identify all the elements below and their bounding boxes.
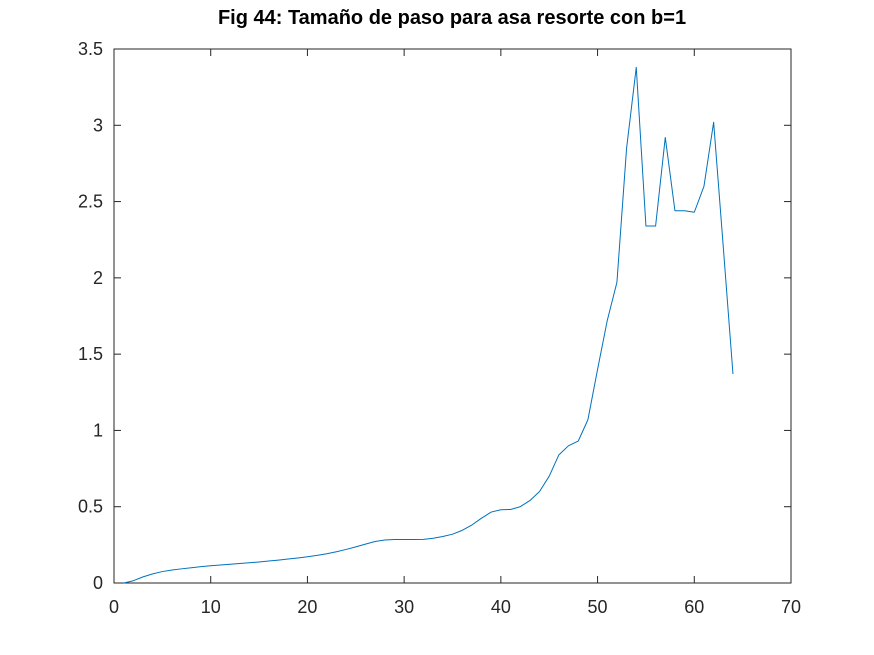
- y-axis-tick-labels: 0 0.5 1 1.5 2 2.5 3 3.5: [78, 39, 103, 593]
- data-point: [636, 67, 637, 68]
- data-point: [568, 445, 569, 446]
- data-point: [510, 509, 511, 510]
- data-point: [655, 225, 656, 226]
- data-point: [375, 541, 376, 542]
- data-point: [152, 573, 153, 574]
- data-point: [133, 580, 134, 581]
- data-point: [597, 369, 598, 370]
- data-point: [297, 557, 298, 558]
- data-point: [365, 543, 366, 544]
- data-point: [239, 563, 240, 564]
- chart-title: Fig 44: Tamaño de paso para asa resorte …: [218, 7, 686, 29]
- data-point: [471, 524, 472, 525]
- x-tick-label: 20: [297, 597, 317, 617]
- data-point: [220, 564, 221, 565]
- data-point: [462, 530, 463, 531]
- series-group: [123, 66, 734, 584]
- data-point: [539, 491, 540, 492]
- y-tick-label: 0.5: [78, 497, 103, 517]
- y-tick-label: 3: [93, 115, 103, 135]
- data-point: [249, 562, 250, 563]
- data-point: [626, 148, 627, 149]
- x-tick-label: 60: [684, 597, 704, 617]
- data-point: [258, 561, 259, 562]
- data-point: [355, 546, 356, 547]
- data-point: [694, 212, 695, 213]
- y-tick-label: 1: [93, 420, 103, 440]
- data-point: [549, 476, 550, 477]
- data-point: [529, 500, 530, 501]
- data-point: [607, 320, 608, 321]
- x-tick-label: 10: [201, 597, 221, 617]
- data-point: [452, 534, 453, 535]
- y-axis-ticks: [114, 48, 791, 584]
- y-tick-label: 1.5: [78, 344, 103, 364]
- x-tick-label: 70: [781, 597, 801, 617]
- data-point: [287, 558, 288, 559]
- data-point: [481, 518, 482, 519]
- data-point: [491, 511, 492, 512]
- plot-area-frame: [113, 48, 792, 584]
- data-point: [307, 556, 308, 557]
- data-point: [384, 539, 385, 540]
- data-point: [587, 419, 588, 420]
- data-point: [162, 571, 163, 572]
- data-point: [713, 122, 714, 123]
- data-point: [171, 569, 172, 570]
- data-point: [191, 567, 192, 568]
- data-point: [500, 509, 501, 510]
- x-axis-tick-labels: 0 10 20 30 40 50 60 70: [109, 597, 801, 617]
- data-point: [442, 536, 443, 537]
- data-point: [520, 506, 521, 507]
- data-point: [326, 553, 327, 554]
- data-point: [732, 373, 733, 374]
- x-tick-label: 50: [588, 597, 608, 617]
- data-point: [674, 210, 675, 211]
- data-point: [423, 539, 424, 540]
- x-tick-label: 30: [394, 597, 414, 617]
- series-line: [123, 66, 734, 584]
- y-tick-label: 0: [93, 573, 103, 593]
- data-point: [317, 555, 318, 556]
- data-point: [665, 137, 666, 138]
- data-point: [229, 564, 230, 565]
- data-point: [616, 282, 617, 283]
- data-point: [703, 186, 704, 187]
- data-point: [558, 454, 559, 455]
- x-tick-label: 40: [491, 597, 511, 617]
- data-point: [645, 225, 646, 226]
- y-tick-label: 2: [93, 268, 103, 288]
- x-axis-ticks: [113, 49, 792, 583]
- data-point: [404, 539, 405, 540]
- data-point: [684, 210, 685, 211]
- data-point: [200, 566, 201, 567]
- y-tick-label: 3.5: [78, 39, 103, 59]
- data-point: [181, 568, 182, 569]
- data-point: [433, 538, 434, 539]
- data-point: [394, 539, 395, 540]
- data-point: [268, 560, 269, 561]
- data-point: [142, 576, 143, 577]
- data-point: [578, 441, 579, 442]
- data-point: [278, 560, 279, 561]
- data-point: [336, 551, 337, 552]
- data-point: [413, 539, 414, 540]
- x-tick-label: 0: [109, 597, 119, 617]
- data-point: [123, 582, 124, 583]
- data-point: [210, 565, 211, 566]
- y-tick-label: 2.5: [78, 192, 103, 212]
- data-point: [346, 549, 347, 550]
- data-point: [723, 247, 724, 248]
